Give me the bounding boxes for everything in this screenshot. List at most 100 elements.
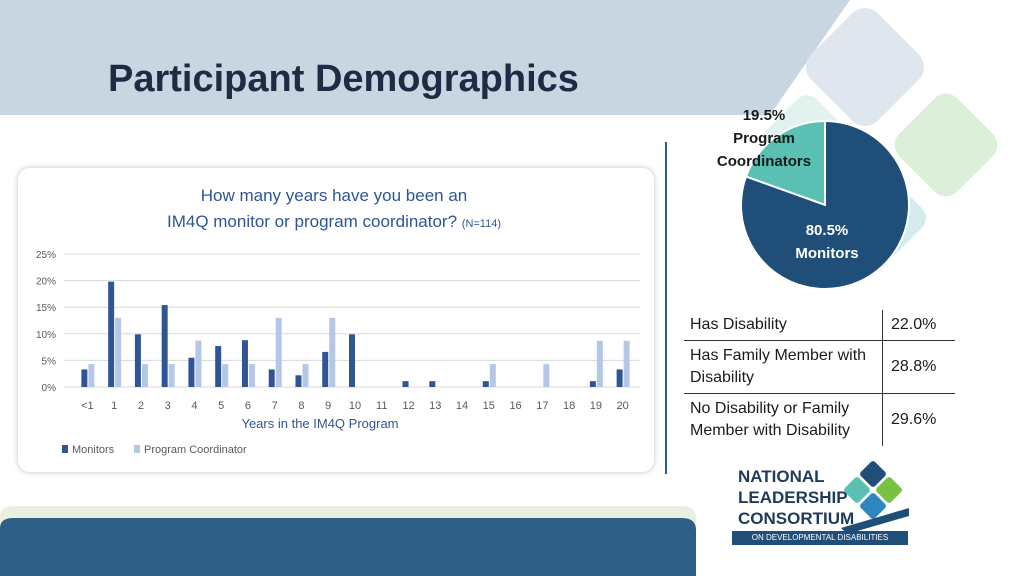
- legend-label: Monitors: [72, 444, 115, 456]
- pie-label-monitors-text: Monitors: [795, 245, 859, 262]
- x-tick-label: 11: [376, 400, 387, 412]
- bar-program-coordinator: [543, 364, 550, 387]
- logo-text: NATIONAL LEADERSHIP CONSORTIUM: [738, 466, 854, 529]
- page-title: Participant Demographics: [108, 58, 579, 100]
- x-tick-label: 3: [165, 400, 171, 412]
- bar-monitors: [429, 381, 436, 387]
- table-cell-value: 28.8%: [882, 340, 955, 394]
- bar-monitors: [268, 369, 275, 387]
- pie-label-coordinators-percent: 19.5%: [742, 107, 786, 124]
- y-tick-label: 0%: [42, 383, 57, 394]
- pie-label-coordinators-text: Coordinators: [716, 153, 812, 170]
- x-tick-label: 12: [402, 400, 414, 412]
- bar-monitors: [402, 381, 409, 387]
- bar-program-coordinator: [195, 340, 202, 387]
- table-cell-label: Has Disability: [684, 310, 883, 341]
- x-tick-label: 2: [138, 400, 144, 412]
- bar-monitors: [161, 305, 168, 387]
- bar-monitors: [241, 340, 248, 387]
- logo-diamonds-icon: [841, 461, 909, 534]
- x-tick-label: 15: [483, 400, 495, 412]
- pie-label-coordinators: 19.5% Program Coordinators: [704, 104, 824, 173]
- nlc-logo: NATIONAL LEADERSHIP CONSORTIUM ON DEVELO…: [698, 458, 928, 554]
- pie-chart: [740, 119, 910, 290]
- y-tick-label: 15%: [36, 303, 56, 314]
- bar-program-coordinator: [623, 340, 630, 387]
- decor-diamond-top: [805, 7, 925, 127]
- table-row: No Disability or Family Member with Disa…: [684, 393, 955, 446]
- pie-label-monitors-percent: 80.5%: [805, 222, 849, 239]
- bar-monitors: [589, 381, 596, 387]
- footer-band: [0, 518, 696, 576]
- pie-label-monitors: 80.5% Monitors: [777, 219, 877, 265]
- logo-line-1: NATIONAL: [738, 467, 825, 486]
- bar-monitors: [108, 281, 115, 387]
- chart-title-line-2-text: IM4Q monitor or program coordinator?: [167, 212, 462, 231]
- table-cell-label: No Disability or Family Member with Disa…: [684, 393, 883, 446]
- header-band: [0, 0, 850, 115]
- decor-diamond-green: [894, 93, 998, 197]
- logo-tagline: ON DEVELOPMENTAL DISABILITIES: [732, 531, 908, 545]
- chart-title-line-2: IM4Q monitor or program coordinator? (N=…: [167, 212, 501, 231]
- bar-monitors: [188, 357, 195, 387]
- table-cell-value: 22.0%: [891, 316, 937, 333]
- bar-monitors: [81, 369, 88, 387]
- chart-title-line-1: How many years have you been an: [201, 186, 468, 205]
- x-tick-label: 6: [245, 400, 251, 412]
- bar-program-coordinator: [222, 364, 229, 387]
- bar-program-coordinator: [302, 364, 309, 387]
- x-tick-label: 9: [325, 400, 331, 412]
- x-tick-label: 5: [218, 400, 224, 412]
- x-tick-label: 10: [349, 400, 361, 412]
- bar-monitors: [295, 375, 302, 387]
- bar-monitors: [134, 334, 141, 387]
- x-axis-label: Years in the IM4Q Program: [241, 416, 398, 431]
- bar-monitors: [215, 346, 222, 387]
- bar-program-coordinator: [275, 317, 282, 387]
- x-tick-label: 1: [111, 400, 117, 412]
- bar-monitors: [482, 381, 489, 387]
- table-row: Has Disability 22.0%: [684, 310, 955, 341]
- legend-swatch: [134, 445, 140, 453]
- x-tick-label: 14: [456, 400, 468, 412]
- table-cell-label: Has Family Member with Disability: [684, 340, 883, 394]
- bar-program-coordinator: [141, 364, 148, 387]
- table-cell-value: 29.6%: [882, 393, 955, 446]
- bar-chart: How many years have you been an IM4Q moni…: [36, 186, 640, 456]
- y-tick-label: 25%: [36, 250, 56, 261]
- bar-monitors: [616, 369, 623, 387]
- y-tick-label: 10%: [36, 330, 56, 341]
- legend-label: Program Coordinator: [144, 444, 247, 456]
- bar-program-coordinator: [88, 364, 95, 387]
- bar-program-coordinator: [489, 364, 496, 387]
- x-tick-label: 7: [272, 400, 278, 412]
- logo-line-3: CONSORTIUM: [738, 509, 855, 528]
- x-tick-label: 18: [563, 400, 575, 412]
- vertical-divider: [665, 142, 667, 474]
- x-tick-label: 8: [298, 400, 304, 412]
- logo-line-2: LEADERSHIP: [738, 488, 848, 507]
- x-tick-label: 20: [616, 400, 628, 412]
- bar-monitors: [349, 334, 355, 387]
- table-row: Has Family Member with Disability 28.8%: [684, 340, 955, 394]
- x-tick-label: 4: [191, 400, 197, 412]
- y-tick-label: 20%: [36, 277, 56, 288]
- x-tick-label: 19: [590, 400, 602, 412]
- bar-program-coordinator: [115, 317, 122, 387]
- x-tick-label: 16: [509, 400, 521, 412]
- x-tick-label: 13: [429, 400, 441, 412]
- bar-chart-card: How many years have you been an IM4Q moni…: [18, 168, 654, 472]
- bar-program-coordinator: [168, 364, 175, 387]
- bar-monitors: [322, 351, 329, 387]
- bar-program-coordinator: [596, 340, 603, 387]
- bar-program-coordinator: [248, 364, 255, 387]
- x-tick-label: 17: [536, 400, 548, 412]
- legend-swatch: [62, 445, 68, 453]
- x-tick-label: <1: [81, 400, 94, 412]
- disability-stats-table: Has Disability 22.0% Has Family Member w…: [684, 310, 955, 446]
- pie-slice-program-coordinators: [744, 119, 826, 207]
- pie-slice-monitors: [740, 119, 910, 290]
- bar-program-coordinator: [329, 317, 336, 387]
- chart-subtitle: (N=114): [462, 218, 501, 230]
- y-tick-label: 5%: [42, 356, 57, 367]
